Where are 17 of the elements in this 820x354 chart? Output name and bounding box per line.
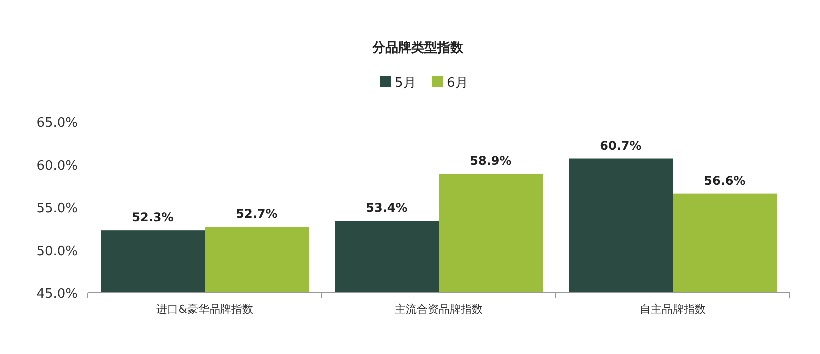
x-tick-label: 主流合资品牌指数: [395, 303, 483, 316]
legend-label: 6月: [447, 76, 468, 91]
y-tick-label: 55.0%: [36, 202, 78, 216]
data-label: 53.4%: [366, 201, 408, 216]
data-label: 58.9%: [470, 154, 512, 168]
x-tick-label: 自主品牌指数: [640, 303, 706, 316]
data-label: 52.7%: [236, 207, 278, 222]
x-tick-label: 进口&豪华品牌指数: [156, 303, 254, 316]
y-tick-label: 50.0%: [36, 244, 78, 260]
y-tick-label: 60.0%: [36, 158, 78, 174]
legend-label: 5月: [395, 76, 416, 91]
data-label: 52.3%: [132, 210, 174, 225]
data-label: 56.6%: [704, 174, 746, 188]
chart-title: 分品牌类型指数: [372, 40, 464, 56]
y-tick-label: 65.0%: [36, 116, 78, 131]
y-tick-label: 45.0%: [36, 287, 78, 302]
data-label: 60.7%: [600, 138, 642, 153]
